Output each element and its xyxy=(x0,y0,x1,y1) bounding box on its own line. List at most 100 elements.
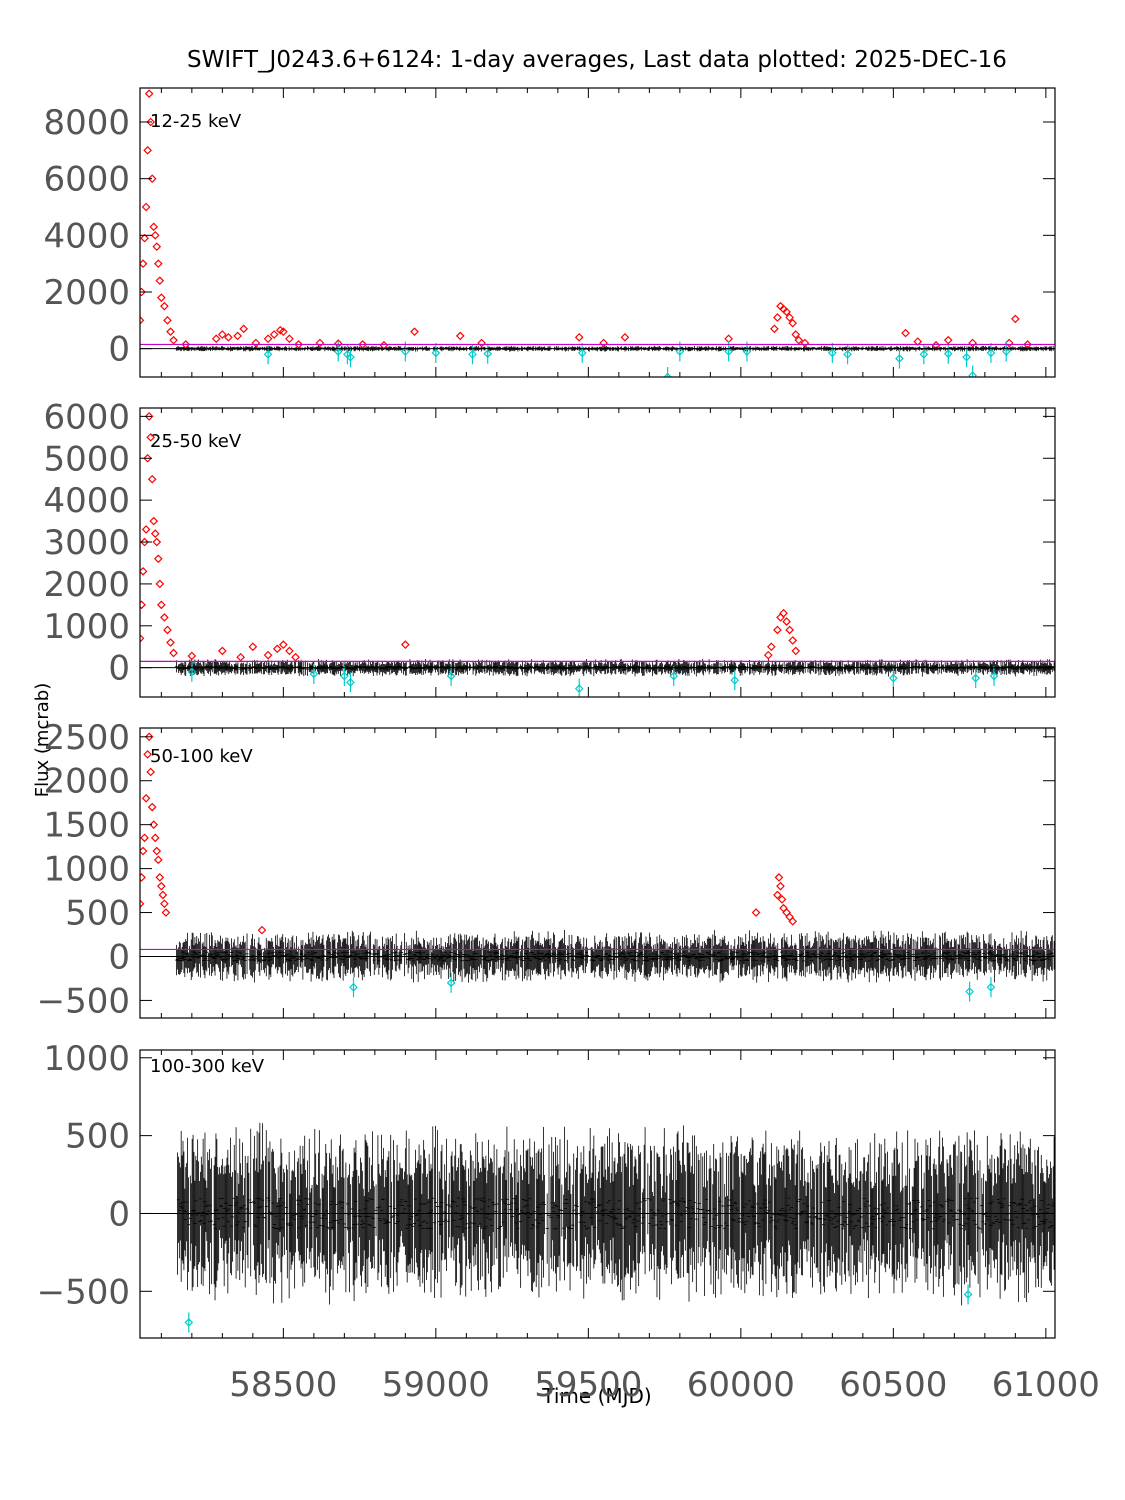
significant-point xyxy=(291,652,300,662)
significant-point xyxy=(169,648,178,658)
significant-point xyxy=(294,340,303,349)
negative-point xyxy=(663,372,672,377)
panel-band-label: 12-25 keV xyxy=(150,111,242,132)
significant-point xyxy=(141,525,151,534)
significant-point xyxy=(285,334,294,344)
significant-point xyxy=(160,301,169,311)
negative-point xyxy=(742,347,752,356)
significant-point xyxy=(140,259,148,269)
negative-point xyxy=(669,671,679,681)
panel-12-25kev: 12-25 keV 0 2000 4000 6000 8000 xyxy=(43,87,1056,378)
negative-point xyxy=(730,675,740,685)
negative-point xyxy=(340,671,349,681)
significant-point xyxy=(1004,338,1014,348)
significant-point xyxy=(163,315,172,325)
significant-point xyxy=(358,340,367,349)
negative-point xyxy=(675,347,685,356)
significant-point xyxy=(401,640,410,649)
significant-point xyxy=(410,327,419,337)
significant-point xyxy=(773,625,782,635)
y-tick-label: 0 xyxy=(108,649,130,689)
y-tick-label: 8000 xyxy=(43,103,130,143)
negative-point xyxy=(577,348,587,358)
significant-point xyxy=(620,332,630,342)
significant-point xyxy=(155,276,165,286)
panel-band-label: 50-100 keV xyxy=(150,746,253,767)
significant-point xyxy=(163,625,172,635)
negative-point xyxy=(895,354,904,363)
negative-point xyxy=(943,349,953,359)
significant-point xyxy=(574,332,584,342)
negative-point xyxy=(309,669,319,679)
negative-point xyxy=(989,671,999,681)
significant-point xyxy=(767,642,776,652)
significant-point xyxy=(144,89,154,99)
panel-frame xyxy=(139,87,1056,378)
plot-area xyxy=(140,89,1055,377)
y-tick-label: 6000 xyxy=(43,160,130,200)
y-tick-label: 2000 xyxy=(43,565,130,605)
significant-point xyxy=(218,330,227,339)
negative-point xyxy=(962,352,971,362)
significant-point xyxy=(187,651,197,661)
significant-point xyxy=(788,318,798,328)
significant-point xyxy=(157,293,166,303)
negative-point xyxy=(446,671,456,681)
significant-point xyxy=(149,222,159,232)
significant-point xyxy=(152,242,162,252)
significant-point xyxy=(791,646,801,656)
y-tick-label: 4000 xyxy=(43,216,130,256)
y-tick-label: 4000 xyxy=(43,481,130,521)
y-tick-label: 6000 xyxy=(43,397,130,437)
negative-point xyxy=(263,349,273,359)
significant-point xyxy=(140,634,145,643)
negative-point xyxy=(724,347,733,356)
negative-point xyxy=(919,349,929,359)
negative-point xyxy=(333,347,343,356)
significant-point xyxy=(144,412,154,421)
significant-point xyxy=(239,324,249,334)
significant-point xyxy=(779,608,788,618)
significant-point xyxy=(968,338,977,348)
significant-point xyxy=(155,579,165,589)
significant-point xyxy=(236,652,245,662)
negative-point xyxy=(468,349,477,359)
significant-point xyxy=(140,566,148,576)
significant-point xyxy=(233,331,242,341)
significant-point xyxy=(211,334,221,344)
y-tick-label: 1000 xyxy=(43,607,130,647)
significant-point xyxy=(140,537,149,547)
significant-point xyxy=(140,287,146,297)
significant-point xyxy=(146,432,156,442)
significant-point xyxy=(251,338,261,348)
y-tick-label: 5000 xyxy=(43,439,130,479)
negative-point xyxy=(843,349,852,359)
significant-point xyxy=(153,554,163,564)
significant-point xyxy=(146,117,156,127)
significant-point xyxy=(455,331,465,341)
significant-point xyxy=(477,338,486,348)
significant-point xyxy=(782,307,791,317)
significant-point xyxy=(785,625,794,635)
significant-point xyxy=(791,330,801,339)
significant-point xyxy=(724,334,733,344)
significant-point xyxy=(794,335,804,345)
significant-point xyxy=(141,202,151,212)
significant-point xyxy=(279,640,288,649)
significant-point xyxy=(169,335,178,345)
significant-point xyxy=(152,537,162,547)
significant-point xyxy=(166,638,175,647)
negative-point xyxy=(483,349,493,359)
significant-point xyxy=(224,332,233,342)
significant-point xyxy=(149,516,159,526)
significant-point xyxy=(147,474,157,484)
negative-point xyxy=(431,348,441,358)
significant-point xyxy=(763,650,773,660)
negative-point xyxy=(889,673,898,683)
significant-point xyxy=(140,233,149,243)
significant-point xyxy=(1023,340,1032,349)
significant-point xyxy=(150,529,160,539)
y-tick-label: 3000 xyxy=(43,523,130,563)
negative-point xyxy=(574,684,584,693)
